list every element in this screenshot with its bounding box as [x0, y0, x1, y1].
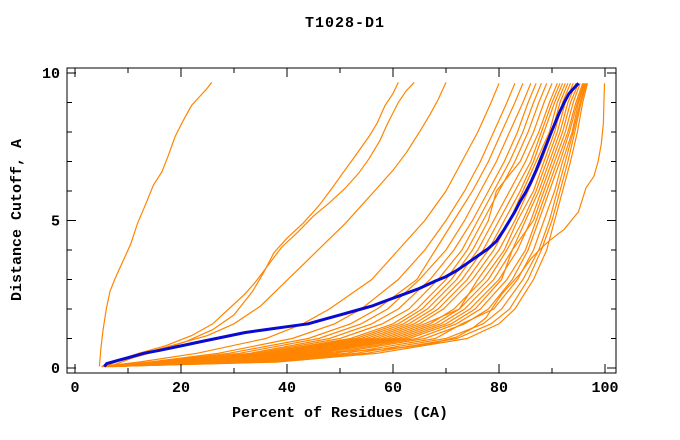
x-tick-label: 80	[490, 380, 508, 397]
model-curve	[101, 83, 500, 368]
tick-labels: 0 20 40 60 80 100 0 5 10	[42, 66, 619, 397]
model-curve	[106, 83, 537, 368]
model-curve	[105, 82, 447, 368]
y-tick-label: 5	[51, 214, 60, 231]
model-curve	[112, 83, 588, 368]
model-curve	[112, 83, 564, 368]
model-curve	[106, 83, 516, 368]
model-curve	[104, 83, 574, 368]
model-curves-group	[98, 81, 606, 368]
y-axis-title: Distance Cutoff, A	[9, 139, 26, 301]
model-curve	[106, 83, 561, 368]
x-axis-title: Percent of Residues (CA)	[232, 405, 448, 422]
model-curve	[114, 83, 572, 368]
chart-title: T1028-D1	[305, 15, 385, 32]
model-curve	[114, 83, 553, 368]
model-curve	[101, 83, 566, 368]
model-curve	[106, 83, 587, 368]
model-curve	[101, 83, 542, 368]
x-tick-label: 20	[172, 380, 190, 397]
model-curve	[112, 83, 580, 368]
model-curve	[104, 83, 524, 368]
x-tick-label: 0	[70, 380, 79, 397]
model-curve	[109, 83, 589, 368]
x-tick-label: 40	[278, 380, 296, 397]
model-curve	[98, 82, 213, 367]
axes-frame	[66, 67, 617, 374]
model-curve	[109, 83, 548, 368]
model-curve	[106, 81, 415, 368]
y-tick-label: 0	[51, 361, 60, 378]
median-curve	[103, 82, 580, 368]
x-tick-label: 100	[591, 380, 618, 397]
model-curve	[106, 83, 577, 368]
model-curve	[112, 83, 532, 368]
y-tick-label: 10	[42, 66, 60, 83]
model-curve	[101, 83, 581, 368]
x-tick-label: 60	[384, 380, 402, 397]
model-curve	[109, 83, 584, 368]
model-curve	[109, 82, 399, 368]
model-curve	[112, 83, 606, 368]
